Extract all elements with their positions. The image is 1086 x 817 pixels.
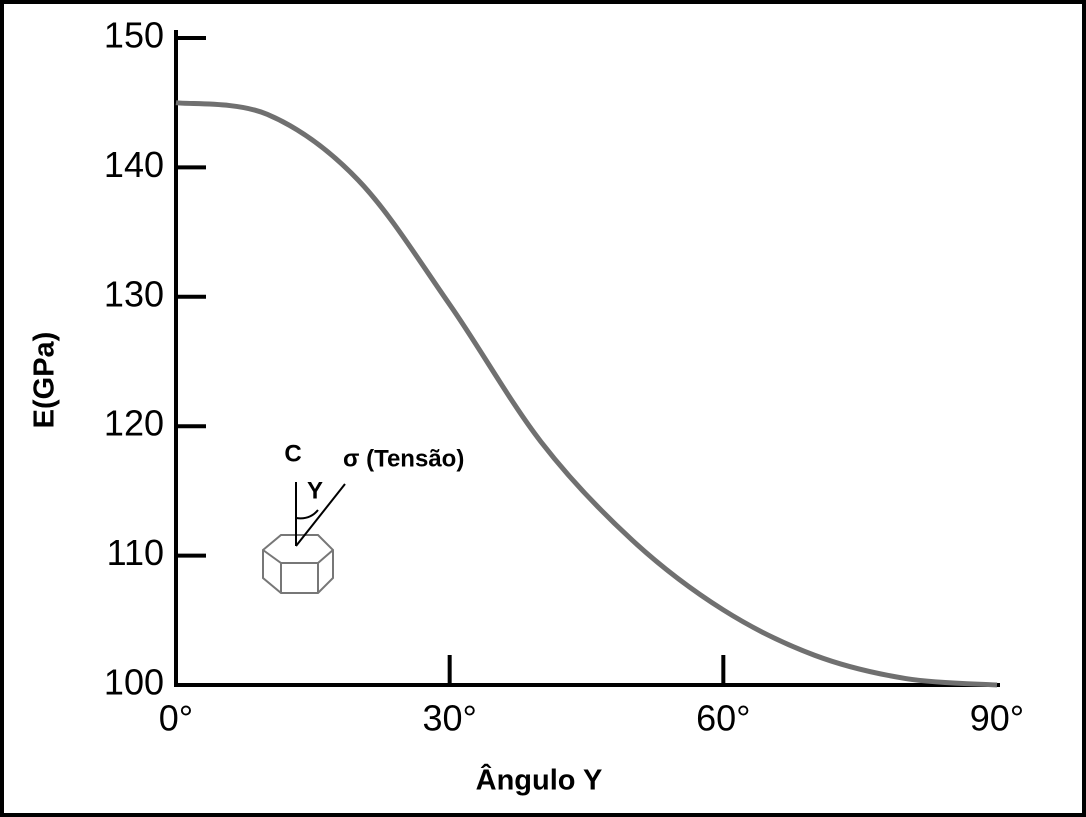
x-tick-label: 60° xyxy=(696,698,750,739)
x-axis-label: Ângulo Y xyxy=(476,763,603,797)
y-tick-label: 150 xyxy=(104,15,164,56)
x-tick-label: 90° xyxy=(970,698,1024,739)
x-tick-label: 30° xyxy=(422,698,476,739)
y-tick-label: 120 xyxy=(104,403,164,444)
annotation: C xyxy=(284,440,301,467)
annotation: σ (Tensão) xyxy=(343,445,464,472)
curve xyxy=(175,100,998,688)
y-axis-label: E(GPa) xyxy=(29,332,61,429)
y-tick-label: 100 xyxy=(104,662,164,703)
x-tick-label: 0° xyxy=(159,698,193,739)
y-tick-label: 140 xyxy=(104,144,164,185)
crystal-inset xyxy=(262,482,346,594)
y-tick-label: 130 xyxy=(104,273,164,314)
y-tick-label: 110 xyxy=(107,532,164,573)
annotation: Y xyxy=(307,477,323,504)
